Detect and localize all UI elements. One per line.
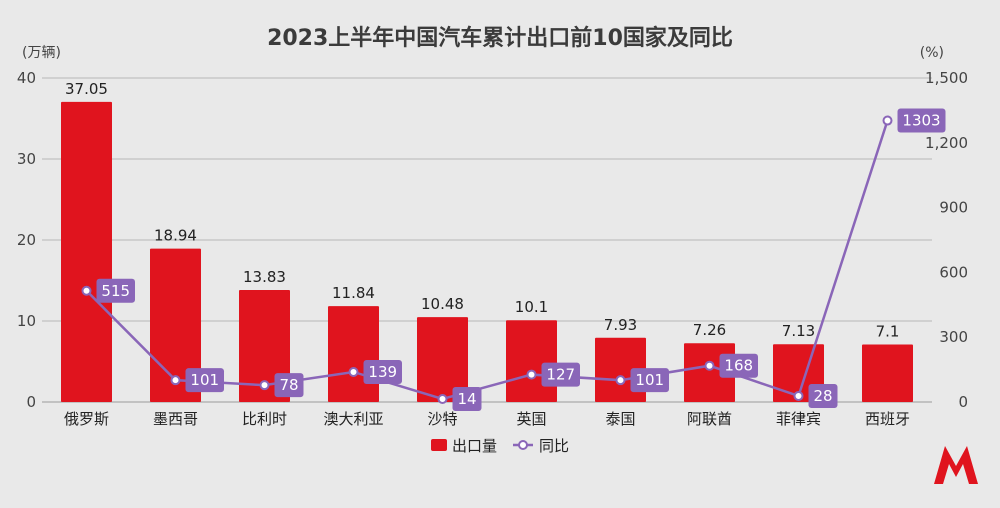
category-label: 澳大利亚 — [323, 410, 383, 428]
logo-mark — [934, 446, 978, 484]
line-label-box — [808, 383, 838, 408]
line-label-box — [630, 368, 669, 393]
left-tick-label: 10 — [17, 312, 36, 330]
category-label: 沙特 — [427, 410, 457, 428]
bar — [150, 248, 201, 402]
brand-logo — [934, 446, 978, 484]
line-point — [437, 393, 448, 404]
line-point — [882, 115, 893, 126]
left-tick-label: 20 — [17, 231, 36, 249]
legend-bar-swatch — [431, 439, 447, 451]
line-point — [793, 390, 804, 401]
line-value-label: 78 — [279, 376, 298, 394]
line-label-box — [274, 373, 304, 398]
bar-value-label: 10.48 — [421, 295, 464, 313]
chart-title: 2023上半年中国汽车累计出口前10国家及同比 — [267, 25, 733, 51]
category-label: 比利时 — [242, 410, 287, 428]
line-value-label: 1303 — [902, 112, 940, 130]
category-labels: 俄罗斯 墨西哥 比利时 澳大利亚 沙特 英国 泰国 阿联酋 菲律宾 西班牙 — [64, 410, 910, 428]
bar — [61, 101, 112, 403]
line-point — [704, 360, 715, 371]
bar — [417, 317, 468, 402]
bar-value-label: 7.26 — [693, 321, 726, 339]
left-axis-ticks: 0 10 20 30 40 — [17, 69, 36, 411]
category-label: 英国 — [516, 410, 546, 428]
category-label: 泰国 — [605, 410, 635, 428]
category-label: 菲律宾 — [776, 410, 821, 428]
bar-series — [61, 101, 913, 403]
category-label: 俄罗斯 — [64, 410, 109, 428]
bar-value-label: 37.05 — [65, 80, 108, 98]
line-point — [348, 366, 359, 377]
line-label-box — [897, 108, 946, 133]
bar-value-label: 7.13 — [782, 322, 815, 340]
left-tick-label: 0 — [26, 393, 36, 411]
right-tick-label: 1,200 — [925, 134, 968, 152]
right-tick-label: 1,500 — [925, 69, 968, 87]
bar-value-label: 7.93 — [604, 316, 637, 334]
line-path — [85, 120, 889, 401]
category-label: 西班牙 — [865, 410, 910, 428]
line-label-box — [541, 362, 580, 387]
line-value-label: 101 — [635, 371, 664, 389]
line-value-label: 127 — [546, 366, 575, 384]
line-series: 515 101 78 139 14 127 101 168 28 1303 — [81, 108, 946, 411]
bar-value-label: 13.83 — [243, 268, 286, 286]
right-axis-unit: (%) — [920, 45, 944, 61]
left-tick-label: 30 — [17, 150, 36, 168]
line-label-box — [185, 368, 224, 393]
right-tick-label: 300 — [939, 328, 968, 346]
line-point — [81, 285, 92, 296]
line-point — [259, 380, 270, 391]
legend-bar-label: 出口量 — [452, 437, 497, 455]
bar — [328, 306, 379, 402]
line-label-box — [719, 353, 758, 378]
bar — [862, 344, 913, 402]
right-axis-ticks: 0 300 600 900 1,200 1,500 — [925, 69, 968, 411]
category-label: 阿联酋 — [687, 410, 732, 428]
line-value-label: 14 — [457, 390, 476, 408]
line-label-box — [363, 359, 402, 384]
right-tick-label: 900 — [939, 199, 968, 217]
line-value-label: 168 — [724, 357, 753, 375]
left-axis-unit: (万辆) — [22, 45, 61, 61]
line-value-label: 28 — [813, 387, 832, 405]
bar-value-label: 11.84 — [332, 284, 375, 302]
bar-value-label: 10.1 — [515, 298, 548, 316]
right-tick-label: 600 — [939, 263, 968, 281]
right-tick-label: 0 — [958, 393, 968, 411]
left-tick-label: 40 — [17, 69, 36, 87]
line-label-box — [452, 386, 482, 411]
legend-line-marker — [518, 440, 528, 450]
bar-value-label: 18.94 — [154, 227, 197, 245]
line-value-label: 101 — [190, 371, 219, 389]
category-label: 墨西哥 — [153, 410, 198, 428]
bar-value-label: 7.1 — [876, 322, 900, 340]
line-point — [615, 375, 626, 386]
line-value-label: 515 — [101, 282, 130, 300]
line-point — [170, 375, 181, 386]
line-point — [526, 369, 537, 380]
bar-value-labels: 37.05 18.94 13.83 11.84 10.48 10.1 7.93 7.26 7.1… — [65, 80, 899, 341]
line-value-label: 139 — [368, 363, 397, 381]
bar — [506, 320, 557, 402]
line-label-box — [96, 278, 135, 303]
legend: 出口量 同比 — [431, 437, 569, 455]
legend-line-label: 同比 — [539, 437, 569, 455]
